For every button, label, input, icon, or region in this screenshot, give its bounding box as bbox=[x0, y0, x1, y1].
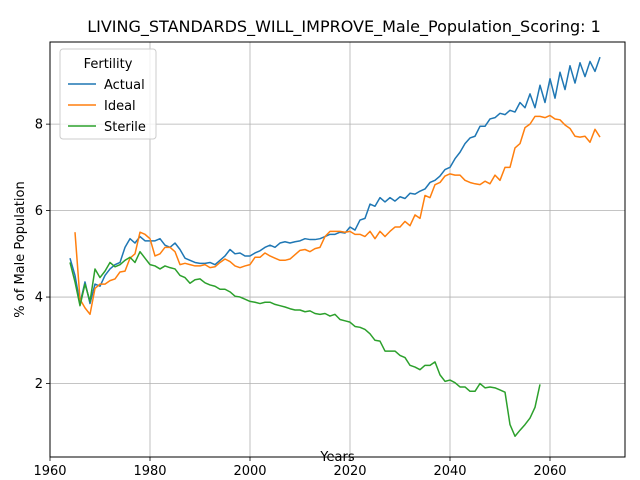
x-tick-label: 2020 bbox=[333, 464, 366, 479]
x-tick-label: 1960 bbox=[33, 464, 66, 479]
legend-box bbox=[59, 48, 157, 140]
legend-title: Fertility bbox=[84, 57, 133, 72]
chart-title: LIVING_STANDARDS_WILL_IMPROVE_Male_Popul… bbox=[87, 17, 601, 37]
legend: Fertility Actual Ideal Sterile bbox=[59, 48, 157, 140]
series-lines bbox=[69, 56, 601, 437]
series-line-actual bbox=[69, 56, 601, 305]
x-tick-label: 1980 bbox=[133, 464, 166, 479]
y-axis-label: % of Male Population bbox=[13, 181, 28, 317]
series-line-sterile bbox=[69, 250, 541, 437]
x-tick-label: 2000 bbox=[233, 464, 266, 479]
plot-frame bbox=[49, 41, 626, 458]
axis-ticks: 1960 1980 2000 2020 2040 2060 2 4 6 8 bbox=[33, 118, 566, 479]
y-tick-label: 6 bbox=[35, 204, 43, 219]
legend-label-actual: Actual bbox=[104, 78, 145, 93]
y-tick-label: 8 bbox=[35, 118, 43, 133]
series-line-ideal bbox=[74, 114, 601, 316]
x-axis-label: Years bbox=[319, 450, 355, 465]
x-tick-label: 2060 bbox=[533, 464, 566, 479]
x-tick-label: 2040 bbox=[433, 464, 466, 479]
legend-label-ideal: Ideal bbox=[104, 99, 136, 114]
legend-label-sterile: Sterile bbox=[104, 120, 146, 135]
y-tick-label: 4 bbox=[35, 291, 43, 306]
y-tick-label: 2 bbox=[35, 377, 43, 392]
